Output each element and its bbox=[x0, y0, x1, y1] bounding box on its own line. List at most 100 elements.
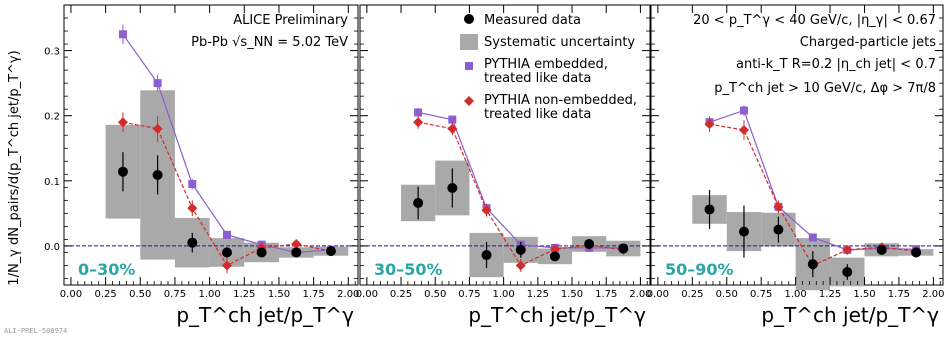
pythia-embedded-point bbox=[118, 30, 127, 39]
pythia-non-embedded-point bbox=[773, 201, 784, 212]
x-tick-label: 0.50 bbox=[129, 289, 151, 300]
x-tick-label: 0.75 bbox=[458, 289, 480, 300]
pythia-non-embedded-point bbox=[738, 125, 749, 136]
x-tick-label: 0.25 bbox=[390, 289, 412, 300]
measured-point bbox=[911, 247, 922, 258]
measured-point bbox=[876, 244, 887, 255]
x-tick-label: 1.00 bbox=[492, 289, 514, 300]
x-tick-label: 0.75 bbox=[164, 289, 186, 300]
x-tick-label: 1.50 bbox=[561, 289, 583, 300]
panel-frame bbox=[359, 4, 651, 286]
x-axis-title: p_T^ch jet/p_T^γ bbox=[176, 303, 354, 327]
x-tick-label: 1.00 bbox=[198, 289, 220, 300]
x-tick-label: 2.00 bbox=[922, 289, 944, 300]
x-tick-label: 2.00 bbox=[337, 289, 359, 300]
x-tick-label: 2.00 bbox=[629, 289, 651, 300]
pythia-non-embedded-point bbox=[221, 260, 232, 271]
x-tick-label: 1.25 bbox=[233, 289, 255, 300]
x-tick-label: 1.75 bbox=[888, 289, 910, 300]
pythia-embedded-point bbox=[414, 108, 423, 117]
x-tick-label: 0.00 bbox=[60, 289, 82, 300]
measured-point bbox=[221, 247, 232, 258]
measured-point bbox=[618, 243, 629, 254]
x-tick-label: 1.00 bbox=[784, 289, 806, 300]
pythia-non-embedded-point bbox=[413, 117, 424, 128]
pythia-embedded-point bbox=[739, 106, 748, 115]
kinematic-label-1: 20 < p_T^γ < 40 GeV/c, |η_γ| < 0.67 bbox=[693, 13, 936, 28]
pythia-non-embedded-point bbox=[152, 123, 163, 134]
legend-label-systematic: Systematic uncertainty bbox=[484, 35, 635, 50]
centrality-label: 30–50% bbox=[374, 260, 443, 279]
panel-2: 0.00 0.25 0.50 0.75 1.00 1.25 1.50 1.75 2.00 30–5… bbox=[356, 4, 652, 327]
pythia-embedded-point bbox=[222, 230, 231, 239]
pythia-non-embedded-point bbox=[291, 238, 302, 249]
centrality-label: 50–90% bbox=[665, 260, 734, 279]
pythia-non-embedded-point bbox=[447, 123, 458, 134]
x-tick-label: 0.75 bbox=[750, 289, 772, 300]
x-tick-label: 1.50 bbox=[268, 289, 290, 300]
measured-point bbox=[704, 204, 715, 215]
x-tick-label: 1.25 bbox=[527, 289, 549, 300]
measured-point bbox=[584, 238, 595, 249]
measured-point bbox=[325, 246, 336, 257]
pythia-non-embedded-point bbox=[842, 244, 853, 255]
measured-point bbox=[773, 224, 784, 235]
x-axis-title: p_T^ch jet/p_T^γ bbox=[761, 303, 939, 327]
y-tick-label: 0.1 bbox=[44, 177, 60, 188]
x-tick-label: 1.75 bbox=[302, 289, 324, 300]
x-tick-label: 0.25 bbox=[681, 289, 703, 300]
legend-marker-systematic bbox=[460, 34, 478, 50]
pythia-non-embedded-point bbox=[704, 119, 715, 130]
x-tick-label: 0.25 bbox=[94, 289, 116, 300]
x-tick-label: 0.50 bbox=[716, 289, 738, 300]
legend-marker-pythia-non-embedded bbox=[464, 96, 474, 106]
legend-label-pythia-embedded-1: PYTHIA embedded, bbox=[484, 57, 608, 72]
measured-point bbox=[117, 166, 128, 177]
legend-marker-pythia-embedded bbox=[465, 62, 473, 70]
annotations: ALICE Preliminary Pb-Pb √s_NN = 5.02 TeV… bbox=[191, 13, 936, 96]
x-tick-label: 1.50 bbox=[853, 289, 875, 300]
measured-point bbox=[481, 250, 492, 261]
measured-point bbox=[807, 259, 818, 270]
kinematic-label-2: Charged-particle jets bbox=[800, 35, 936, 50]
pythia-embedded-point bbox=[808, 233, 817, 242]
panel-1: 0.00 0.25 0.50 0.75 1.00 1.25 1.50 1.75 2.00 0.0 0… bbox=[44, 4, 359, 327]
measured-point bbox=[152, 169, 163, 180]
measured-point bbox=[738, 226, 749, 237]
x-tick-label: 0.00 bbox=[356, 289, 378, 300]
x-tick-label: 0.50 bbox=[424, 289, 446, 300]
kinematic-label-3: anti-k_T R=0.2 |η_ch jet| < 0.7 bbox=[736, 57, 936, 72]
kinematic-label-4: p_T^ch jet > 10 GeV/c, Δφ > 7π/8 bbox=[714, 81, 936, 96]
x-tick-label: 0.00 bbox=[647, 289, 669, 300]
x-tick-label: 1.75 bbox=[595, 289, 617, 300]
pythia-embedded-point bbox=[448, 115, 457, 124]
legend-label-pythia-non-embedded-2: treated like data bbox=[484, 107, 591, 122]
legend-label-measured: Measured data bbox=[484, 13, 581, 28]
legend-marker-measured bbox=[464, 14, 474, 24]
pythia-non-embedded-point bbox=[515, 260, 526, 271]
legend-label-pythia-non-embedded-1: PYTHIA non-embedded, bbox=[484, 93, 637, 108]
pythia-non-embedded-point bbox=[117, 117, 128, 128]
pythia-non-embedded-point bbox=[549, 244, 560, 255]
measured-point bbox=[515, 244, 526, 255]
y-tick-label: 0.2 bbox=[44, 112, 60, 123]
figure-note: ALI-PREL-508974 bbox=[4, 327, 67, 335]
legend-label-pythia-embedded-2: treated like data bbox=[484, 71, 591, 86]
panel-frame bbox=[63, 4, 359, 286]
measured-point bbox=[291, 247, 302, 258]
measured-point bbox=[413, 197, 424, 208]
x-tick-label: 1.25 bbox=[819, 289, 841, 300]
preliminary-label: ALICE Preliminary bbox=[233, 13, 348, 28]
measured-point bbox=[842, 266, 853, 277]
measured-point bbox=[256, 247, 267, 258]
y-axis-title: 1/N_γ dN_pairs/d(p_T^ch jet/p_T^γ) bbox=[7, 50, 22, 285]
centrality-label: 0–30% bbox=[78, 260, 135, 279]
measured-point bbox=[549, 251, 560, 262]
panel-3: 0.00 0.25 0.50 0.75 1.00 1.25 1.50 1.75 2.00 50–9… bbox=[647, 4, 944, 327]
pythia-embedded-point bbox=[153, 79, 162, 88]
panels: 0.00 0.25 0.50 0.75 1.00 1.25 1.50 1.75 2.000.00… bbox=[44, 4, 944, 327]
pythia-embedded-point bbox=[188, 180, 197, 189]
y-tick-label: 0.0 bbox=[44, 242, 60, 253]
measured-point bbox=[187, 237, 198, 248]
